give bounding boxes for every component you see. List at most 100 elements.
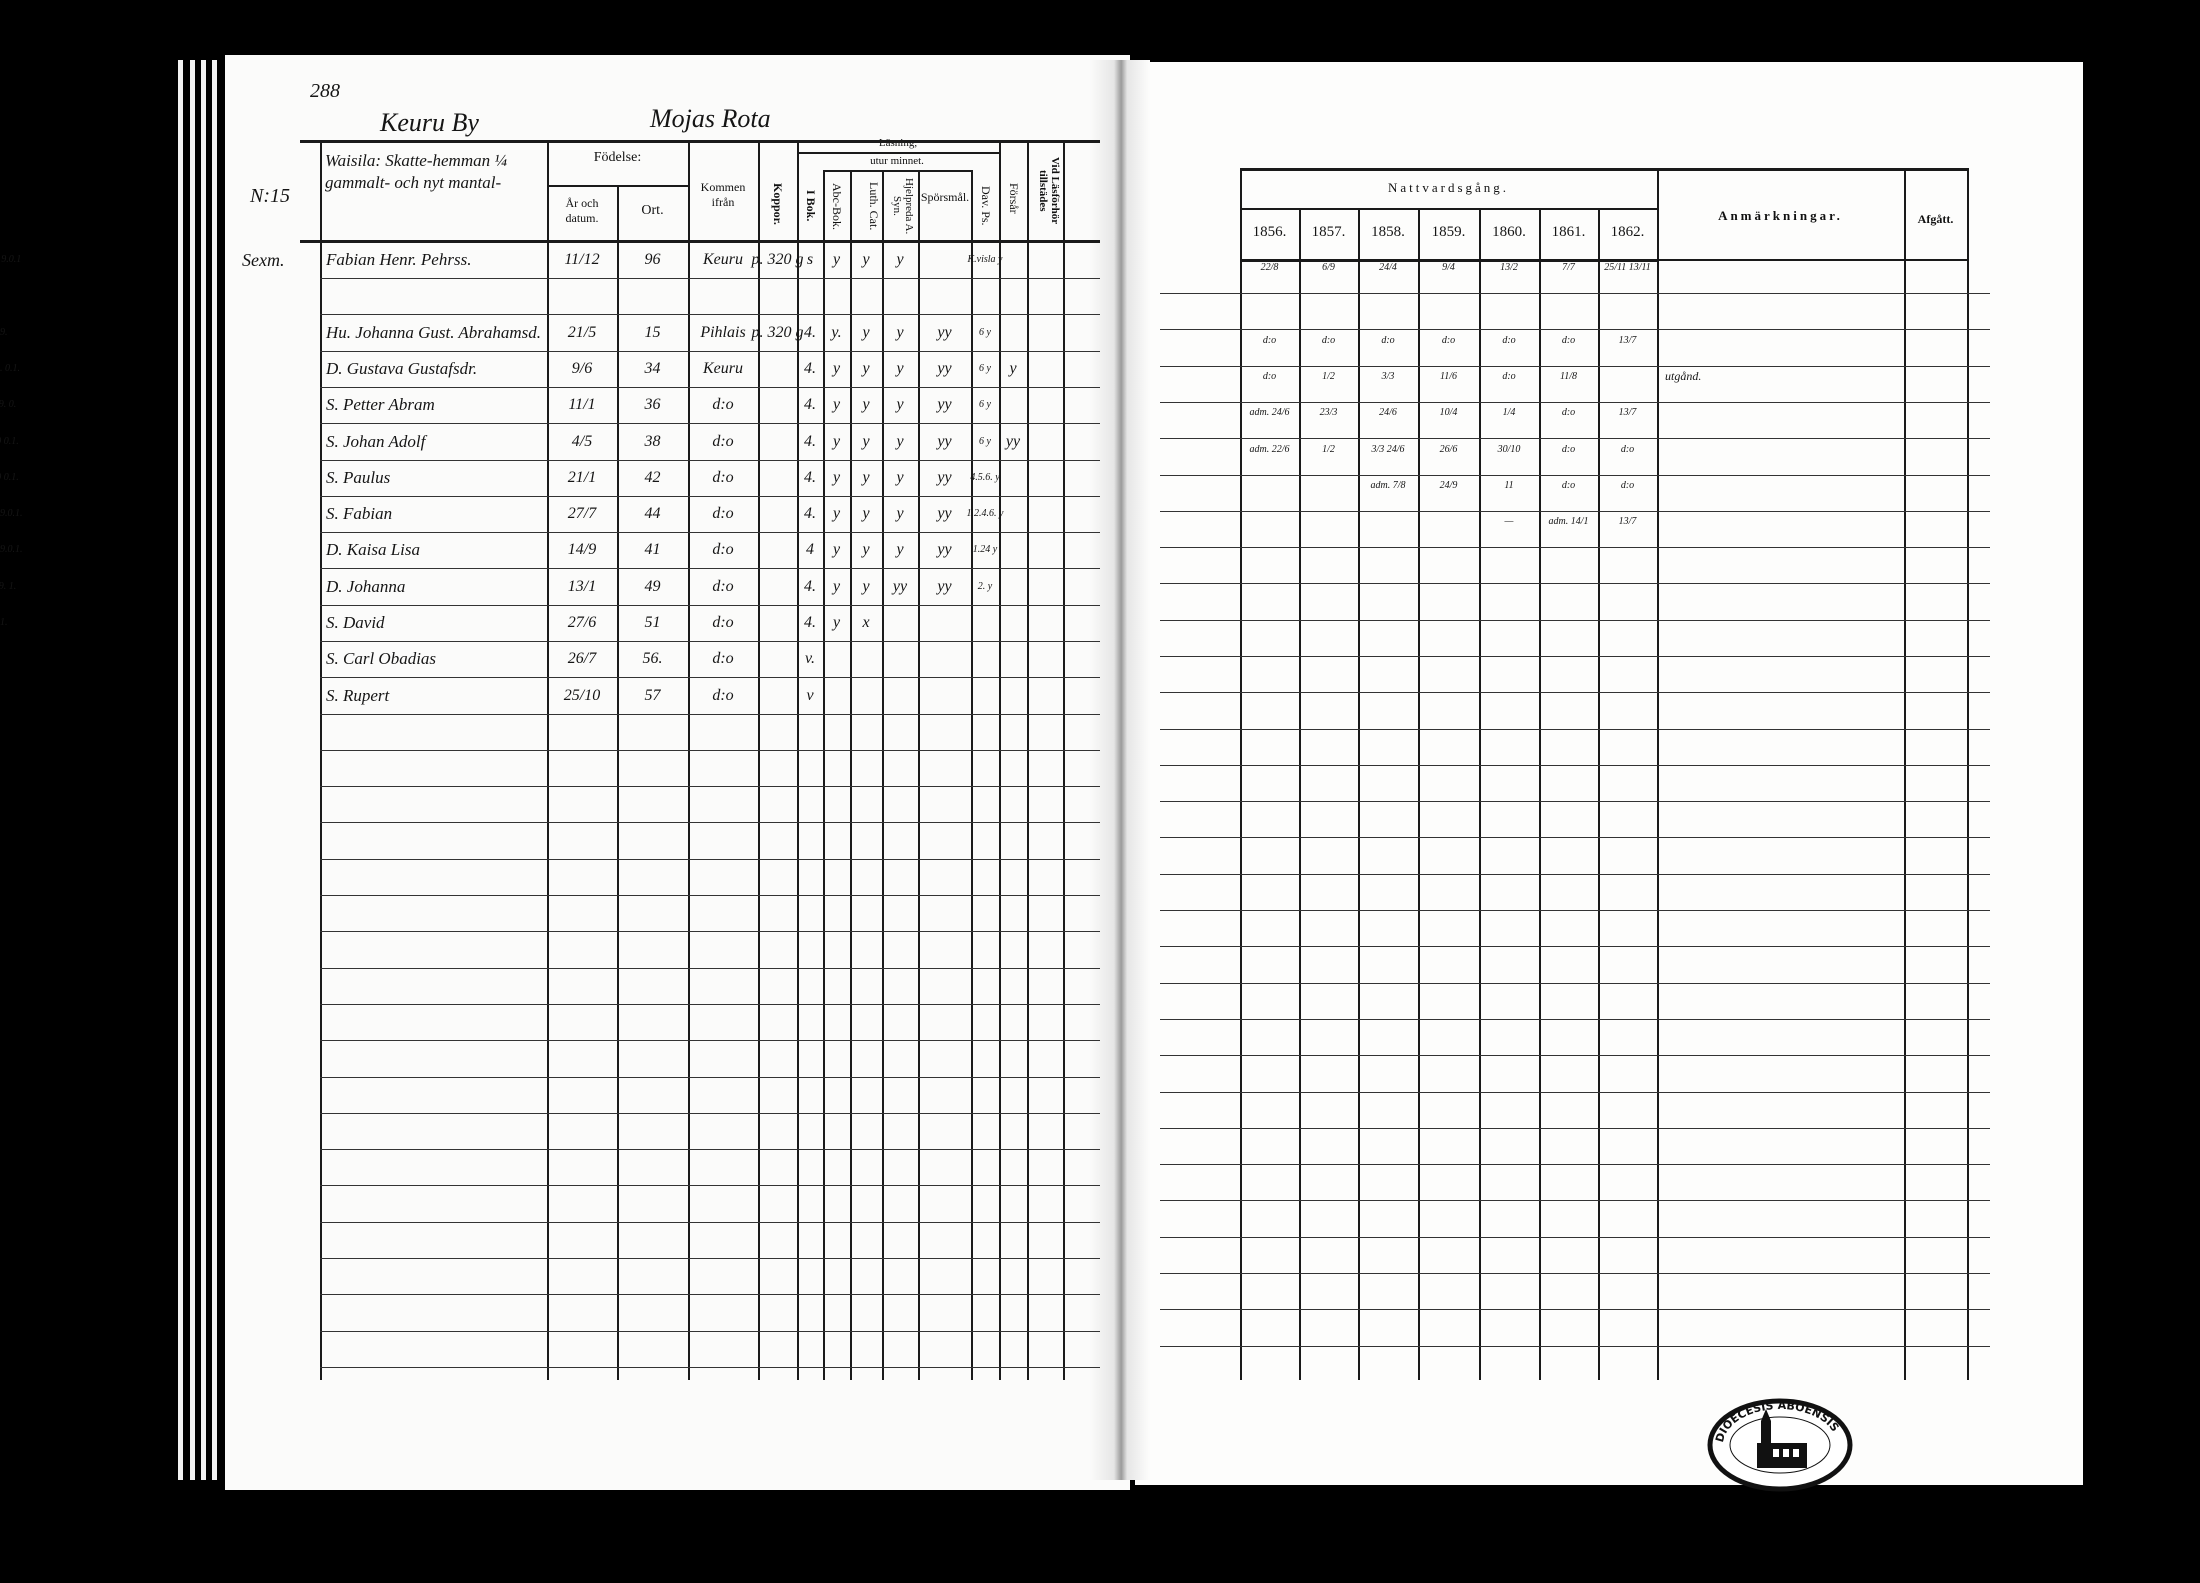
cell-koppor: v <box>806 687 814 704</box>
communion-date: 22/8 <box>1260 262 1279 273</box>
cell-ort: d:o <box>712 687 734 704</box>
person-name: S. David <box>326 613 385 632</box>
row-rule <box>320 278 1100 279</box>
column-rule <box>1240 168 1242 1380</box>
column-rule <box>758 140 760 1380</box>
row-rule <box>1160 1237 1990 1238</box>
cell-ort: d:o <box>712 505 734 522</box>
cell-koppor: 4. <box>804 396 816 413</box>
row-rule <box>1160 765 1990 766</box>
header-hjelp: Hjelpreda A. Syn. <box>891 177 915 235</box>
year-header: 1859. <box>1431 224 1466 240</box>
header-koppor: Koppor. <box>771 183 785 225</box>
cell-luth: y <box>896 469 904 486</box>
cell-bok: y <box>832 251 841 268</box>
header-bottom-rule <box>300 240 1100 243</box>
cell-koppor: 4 <box>806 541 814 558</box>
cell-year: 96 <box>644 251 661 268</box>
cell-date: 11/12 <box>564 251 600 268</box>
row-rule <box>1160 1273 1990 1274</box>
cell-koppor: 4. <box>804 360 816 377</box>
left-page <box>225 55 1130 1490</box>
cell-vid: 7.8.9. 1. <box>0 581 17 592</box>
cell-koppor: 4. <box>804 505 816 522</box>
cell-koppor: 4. <box>804 324 816 341</box>
row-rule <box>1160 1128 1990 1129</box>
cell-luth: y <box>896 251 904 268</box>
row-rule <box>320 496 1100 497</box>
column-rule <box>688 140 690 1380</box>
cell-date: 26/7 <box>567 650 597 667</box>
year-header: 1858. <box>1371 224 1405 240</box>
cell-koppor: v. <box>805 650 815 667</box>
cell-bok: y <box>832 469 841 486</box>
cell-ort: d:o <box>712 433 734 450</box>
binding-edge <box>190 60 195 1480</box>
row-rule <box>320 895 1100 896</box>
cell-year: 56. <box>642 650 663 667</box>
row-rule <box>320 532 1100 533</box>
header-afgatt: Afgått. <box>1917 212 1954 226</box>
cell-vid: 6.7.8 9.0.1. <box>0 544 23 555</box>
row-rule <box>1160 1019 1990 1020</box>
communion-date: adm. 24/6 <box>1249 407 1290 418</box>
column-rule <box>320 140 322 1380</box>
year-header: 1862. <box>1610 224 1645 240</box>
header-rule <box>1240 168 1967 171</box>
row-rule <box>1160 329 1990 330</box>
book-gutter <box>1090 60 1150 1480</box>
column-rule <box>1299 208 1301 1380</box>
column-rule <box>850 170 852 1380</box>
communion-date: d:o <box>1620 444 1635 455</box>
communion-date: 11/8 <box>1559 371 1578 382</box>
communion-date: 24/6 <box>1379 407 1397 418</box>
cell-spors: 1.24 y <box>972 544 998 555</box>
communion-date: 6/9 <box>1322 262 1335 273</box>
cell-bok: y <box>832 505 841 522</box>
column-rule <box>797 140 799 1380</box>
person-name: S. Paulus <box>326 468 391 487</box>
cell-vid: 6.7.8 9.0.1 <box>0 254 22 265</box>
cell-vid: 7.9. <box>0 327 8 338</box>
row-rule <box>320 786 1100 787</box>
cell-hjelp: yy <box>937 324 952 341</box>
row-rule <box>320 859 1100 860</box>
row-rule <box>320 460 1100 461</box>
row-rule <box>1160 620 1990 621</box>
cell-vid: 6.7.9 0.1. <box>0 472 19 483</box>
diocese-stamp: DIOECESIS ABOENSIS <box>1707 1398 1853 1492</box>
cell-hjelp: yy <box>937 396 952 413</box>
year-header: 1856. <box>1252 224 1287 240</box>
cell-ort: d:o <box>712 614 734 631</box>
communion-date: 30/10 <box>1497 444 1521 455</box>
row-rule <box>320 1040 1100 1041</box>
communion-date: 11 <box>1504 480 1514 491</box>
year-header: 1860. <box>1492 224 1526 240</box>
header-forsar: Försår <box>1007 182 1021 214</box>
cell-year: 15 <box>644 324 661 341</box>
communion-date: 13/2 <box>1500 262 1518 273</box>
column-rule <box>1027 140 1029 1380</box>
row-rule <box>1160 692 1990 693</box>
row-rule <box>320 968 1100 969</box>
lasning-rule <box>797 152 999 154</box>
cell-luth: y <box>896 360 904 377</box>
communion-date: — <box>1504 516 1514 527</box>
binding-edge <box>201 60 206 1480</box>
communion-date: 1/4 <box>1502 407 1516 418</box>
row-rule <box>1160 1200 1990 1201</box>
cell-luth: y <box>896 505 904 522</box>
cell-koppor: s <box>806 251 814 268</box>
cell-abc: y <box>862 433 870 450</box>
communion-date: d:o <box>1620 480 1635 491</box>
village-name: Keuru By <box>380 108 479 137</box>
row-rule <box>320 714 1100 715</box>
row-rule <box>1160 1092 1990 1093</box>
cell-ort: d:o <box>712 541 734 558</box>
row-rule <box>320 641 1100 642</box>
cell-year: 36 <box>644 396 661 413</box>
communion-date: d:o <box>1502 371 1516 382</box>
cell-bok: y <box>832 614 841 631</box>
utur-minnet-rule <box>823 170 971 172</box>
row-rule <box>320 1004 1100 1005</box>
